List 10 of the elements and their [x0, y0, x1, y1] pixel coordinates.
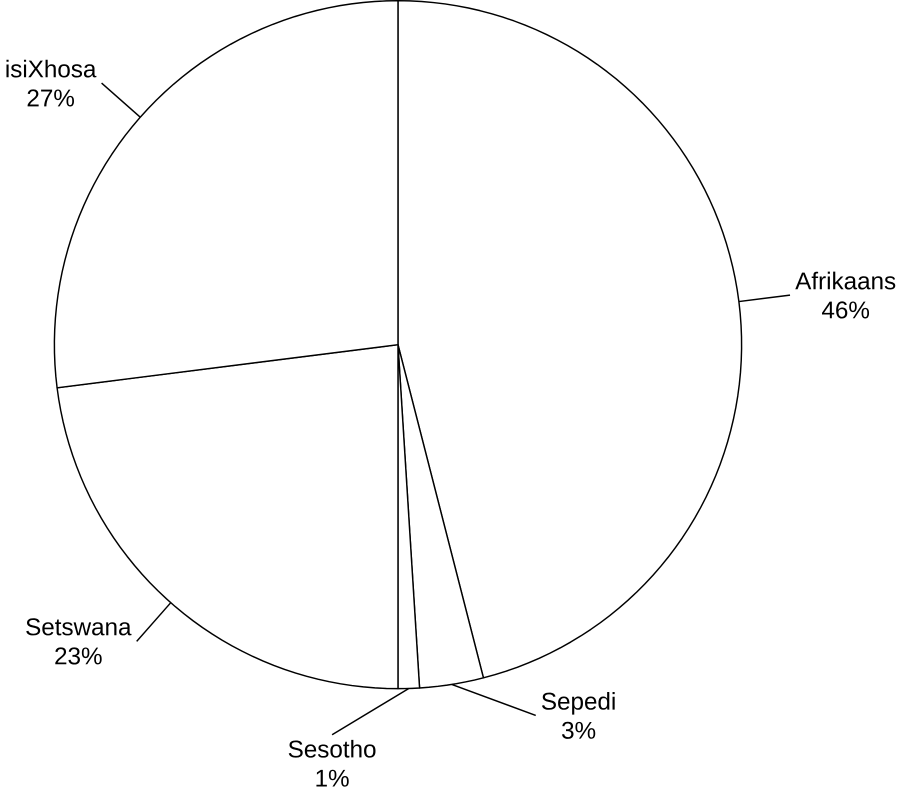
- data-label: 46%: [822, 301, 870, 318]
- slice-label: Setswana: [26, 618, 132, 636]
- data-label: 27%: [28, 89, 74, 106]
- data-label: 3%: [562, 721, 596, 739]
- slice-label: Sesotho: [288, 740, 376, 758]
- slice-label: Afrikaans: [795, 271, 896, 290]
- slice-label: Sepedi: [542, 692, 615, 714]
- slice-label: isiXhosa: [6, 59, 96, 78]
- data-label: 23%: [55, 647, 102, 664]
- data-label: 1%: [316, 769, 349, 786]
